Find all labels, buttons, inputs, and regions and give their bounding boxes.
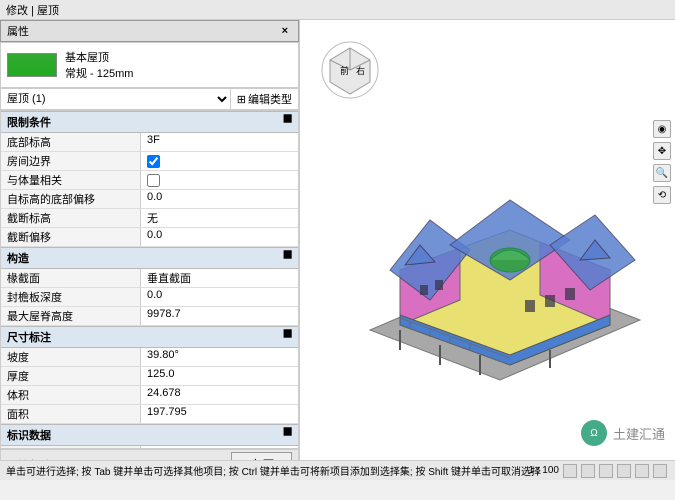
- prop-label: 厚度: [1, 367, 141, 385]
- property-grid: 限制条件⯀底部标高3F房间边界与体量相关自标高的底部偏移0.0截断标高无截断偏移…: [0, 110, 299, 449]
- prop-value[interactable]: 9978.7: [141, 307, 298, 325]
- nav-toolbar: ◉ ✥ 🔍 ⟲: [653, 120, 671, 204]
- prop-row: 封檐板深度0.0: [1, 288, 298, 307]
- prop-label: 底部标高: [1, 133, 141, 151]
- watermark: Ω 土建汇通: [581, 420, 665, 446]
- edit-type-icon: ⊞: [237, 93, 246, 106]
- prop-value[interactable]: 39.80°: [141, 348, 298, 366]
- viewport-3d[interactable]: 前 右 ◉ ✥ 🔍 ⟲: [300, 20, 675, 480]
- prop-label: 截断标高: [1, 209, 141, 227]
- prop-value[interactable]: 24.678: [141, 386, 298, 404]
- prop-label: 房间边界: [1, 152, 141, 170]
- prop-row: 体积24.678: [1, 386, 298, 405]
- panel-title: 属性: [7, 23, 29, 39]
- status-hint: 单击可进行选择; 按 Tab 键并单击可选择其他项目; 按 Ctrl 键并单击可…: [6, 463, 541, 478]
- checkbox-input[interactable]: [147, 155, 160, 168]
- prop-row: 椽截面垂直截面: [1, 269, 298, 288]
- prop-row: 厚度125.0: [1, 367, 298, 386]
- pan-icon[interactable]: ✥: [653, 142, 671, 160]
- properties-panel: 属性 × 基本屋顶 常规 - 125mm 屋顶 (1) ⊞ 编辑类型 限制条件⯀…: [0, 20, 300, 480]
- prop-value[interactable]: 3F: [141, 133, 298, 151]
- group-header-identity[interactable]: 标识数据⯀: [1, 424, 298, 446]
- svg-text:右: 右: [356, 65, 365, 76]
- prop-label: 坡度: [1, 348, 141, 366]
- panel-header: 属性 ×: [0, 20, 299, 42]
- type-name: 基本屋顶: [65, 49, 133, 65]
- crop-icon[interactable]: [653, 464, 667, 478]
- prop-row: 底部标高3F: [1, 133, 298, 152]
- prop-value[interactable]: [141, 152, 298, 170]
- prop-label: 体积: [1, 386, 141, 404]
- watermark-text: 土建汇通: [613, 424, 665, 443]
- prop-label: 自标高的底部偏移: [1, 190, 141, 208]
- prop-row: 截断标高无: [1, 209, 298, 228]
- prop-row: 最大屋脊高度9978.7: [1, 307, 298, 326]
- prop-label: 截断偏移: [1, 228, 141, 246]
- model-3d[interactable]: [350, 150, 650, 390]
- titlebar: 修改 | 屋顶: [0, 0, 675, 20]
- sun-path-icon[interactable]: [617, 464, 631, 478]
- prop-row: 自标高的底部偏移0.0: [1, 190, 298, 209]
- visual-style-icon[interactable]: [599, 464, 613, 478]
- prop-value[interactable]: 0.0: [141, 288, 298, 306]
- prop-row: 房间边界: [1, 152, 298, 171]
- view-control-icon[interactable]: [563, 464, 577, 478]
- group-header-dimensions[interactable]: 尺寸标注⯀: [1, 326, 298, 348]
- edit-type-button[interactable]: ⊞ 编辑类型: [230, 89, 298, 109]
- prop-row: 与体量相关: [1, 171, 298, 190]
- prop-value[interactable]: 0.0: [141, 190, 298, 208]
- type-detail: 常规 - 125mm: [65, 65, 133, 81]
- scale-label[interactable]: 1 : 100: [528, 465, 559, 476]
- close-icon[interactable]: ×: [278, 25, 292, 37]
- prop-label: 面积: [1, 405, 141, 423]
- checkbox-input[interactable]: [147, 174, 160, 187]
- type-thumbnail: [7, 53, 57, 77]
- statusbar: 单击可进行选择; 按 Tab 键并单击可选择其他项目; 按 Ctrl 键并单击可…: [0, 460, 675, 480]
- prop-label: 封檐板深度: [1, 288, 141, 306]
- prop-value[interactable]: 125.0: [141, 367, 298, 385]
- prop-value[interactable]: [141, 171, 298, 189]
- detail-level-icon[interactable]: [581, 464, 595, 478]
- prop-value[interactable]: 0.0: [141, 228, 298, 246]
- watermark-icon: Ω: [581, 420, 607, 446]
- prop-row: 坡度39.80°: [1, 348, 298, 367]
- prop-row: 面积197.795: [1, 405, 298, 424]
- viewcube[interactable]: 前 右: [320, 40, 380, 100]
- prop-label: 与体量相关: [1, 171, 141, 189]
- shadows-icon[interactable]: [635, 464, 649, 478]
- instance-selector[interactable]: 屋顶 (1): [1, 90, 230, 108]
- prop-label: 椽截面: [1, 269, 141, 287]
- prop-row: 截断偏移0.0: [1, 228, 298, 247]
- prop-value[interactable]: 垂直截面: [141, 269, 298, 287]
- group-header-constraints[interactable]: 限制条件⯀: [1, 111, 298, 133]
- type-selector[interactable]: 基本屋顶 常规 - 125mm: [0, 42, 299, 88]
- nav-wheel-icon[interactable]: ◉: [653, 120, 671, 138]
- svg-text:前: 前: [340, 65, 349, 76]
- title-text: 修改 | 屋顶: [6, 2, 59, 18]
- group-header-construction[interactable]: 构造⯀: [1, 247, 298, 269]
- orbit-icon[interactable]: ⟲: [653, 186, 671, 204]
- prop-value[interactable]: 197.795: [141, 405, 298, 423]
- zoom-icon[interactable]: 🔍: [653, 164, 671, 182]
- prop-value[interactable]: 无: [141, 209, 298, 227]
- prop-label: 最大屋脊高度: [1, 307, 141, 325]
